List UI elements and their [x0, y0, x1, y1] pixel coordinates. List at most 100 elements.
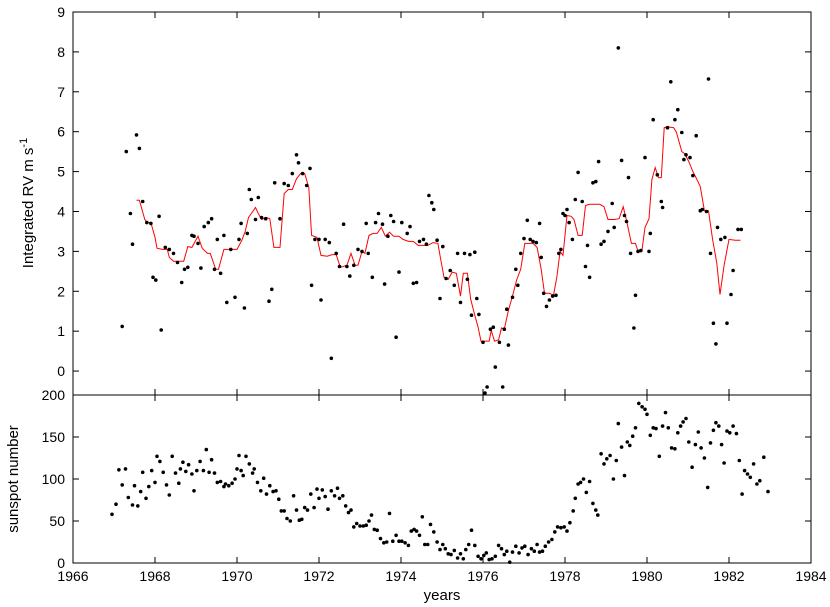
sunspot-data-point	[288, 519, 293, 523]
rv-data-point	[259, 215, 264, 220]
sunspot-data-point	[719, 442, 724, 447]
rv-data-point	[500, 385, 505, 389]
sunspot-data-point	[734, 431, 739, 436]
sunspot-data-point	[282, 509, 287, 513]
sunspot-data-point	[543, 544, 548, 548]
rv-data-point	[587, 275, 592, 280]
rv-data-point	[432, 207, 436, 212]
rv-data-point	[469, 313, 474, 318]
sunspot-data-point	[252, 467, 256, 471]
rv-data-point	[424, 242, 429, 246]
sunspot-data-point	[222, 484, 226, 489]
sunspot-data-point	[326, 507, 330, 512]
rv-data-point	[229, 247, 233, 252]
rv-data-point	[209, 216, 214, 221]
rv-data-point	[438, 296, 442, 301]
sunspot-data-point	[215, 480, 220, 485]
rv-data-point	[606, 229, 610, 234]
sunspot-data-point	[553, 530, 557, 534]
sunspot-data-point	[479, 557, 483, 561]
rv-data-point	[525, 218, 530, 223]
sunspot-data-point	[349, 508, 353, 512]
rv-data-point	[286, 183, 291, 188]
sunspot-data-point	[484, 551, 489, 555]
rv-data-point	[708, 251, 713, 256]
rv-data-point	[729, 292, 733, 297]
rv-data-point	[206, 220, 211, 225]
sunspot-data-point	[147, 484, 151, 489]
sunspot-data-point	[294, 508, 299, 512]
sunspot-data-point	[499, 546, 504, 551]
sunspot-data-point	[375, 528, 380, 532]
rv-data-point	[462, 251, 467, 256]
rv-data-point	[455, 251, 460, 256]
rv-data-point	[373, 220, 378, 225]
sunspot-data-point	[651, 426, 655, 430]
rv-data-point	[427, 193, 431, 198]
x-tick-label: 1972	[303, 568, 334, 584]
sunspot-data-point	[367, 519, 371, 523]
sunspot-data-point	[637, 401, 641, 406]
sunspot-data-point	[309, 492, 313, 496]
sunspot-data-point	[384, 540, 389, 544]
sunspot-data-point	[302, 505, 307, 510]
sunspot-data-point	[443, 546, 448, 551]
sunspot-data-point	[699, 446, 703, 450]
sunspot-data-point	[250, 471, 255, 475]
rv-data-point	[212, 267, 217, 272]
sunspot-data-point	[358, 524, 362, 528]
rv-data-point	[215, 237, 220, 242]
rv-data-point	[386, 234, 390, 238]
rv-data-point	[270, 287, 274, 292]
sunspot-data-point	[517, 551, 521, 555]
rv-data-point	[636, 249, 640, 254]
sunspot-data-point	[400, 539, 404, 543]
sunspot-y-tick-label: 50	[49, 513, 65, 529]
sunspot-data-point	[114, 502, 118, 507]
sunspot-data-point	[446, 552, 451, 556]
sunspot-data-point	[406, 543, 411, 548]
rv-data-point	[175, 260, 180, 265]
sunspot-data-point	[241, 473, 245, 478]
rv-data-point	[134, 133, 139, 137]
rv-data-point	[502, 327, 507, 332]
rv-y-tick-label: 9	[57, 4, 65, 20]
sunspot-data-point	[235, 467, 239, 471]
sunspot-data-point	[204, 447, 209, 452]
rv-data-point	[348, 274, 352, 278]
sunspot-data-point	[722, 461, 726, 465]
sunspot-data-point	[711, 428, 716, 433]
rv-data-point	[391, 219, 396, 224]
rv-data-point	[557, 251, 561, 256]
rv-data-point	[337, 264, 342, 269]
rv-data-point	[563, 213, 567, 218]
rv-data-point	[278, 216, 282, 221]
rv-data-point	[550, 294, 555, 298]
rv-data-point	[171, 251, 176, 256]
sunspot-data-point	[158, 459, 162, 464]
rv-y-axis-label: Integrated RV m s-1	[18, 138, 37, 268]
sunspot-data-point	[181, 460, 185, 465]
sunspot-data-point	[731, 424, 735, 428]
rv-data-point	[544, 304, 549, 309]
rv-y-tick-label: 2	[57, 283, 65, 299]
sunspot-data-point	[619, 445, 624, 449]
sunspot-data-point	[354, 521, 359, 526]
sunspot-data-point	[153, 480, 157, 485]
sunspot-data-point	[155, 454, 159, 459]
sunspot-data-point	[259, 489, 263, 493]
rv-panel: 0 1 2 3 4 5 6 7 8 9 Integrated RV m s-1	[18, 4, 812, 396]
rv-data-point	[514, 267, 518, 272]
sunspot-data-point	[762, 455, 766, 460]
x-tick-label: 1984	[795, 568, 826, 584]
sunspot-data-point	[271, 489, 275, 494]
sunspot-data-point	[207, 470, 211, 475]
sunspot-data-point	[177, 481, 181, 486]
sunspot-data-point	[594, 508, 598, 512]
rv-data-point	[405, 231, 410, 236]
sunspot-data-point	[315, 487, 319, 491]
sunspot-data-point	[562, 525, 566, 529]
sunspot-data-point	[335, 486, 340, 491]
rv-y-tick-label: 0	[57, 363, 65, 379]
rv-data-point	[506, 343, 511, 347]
